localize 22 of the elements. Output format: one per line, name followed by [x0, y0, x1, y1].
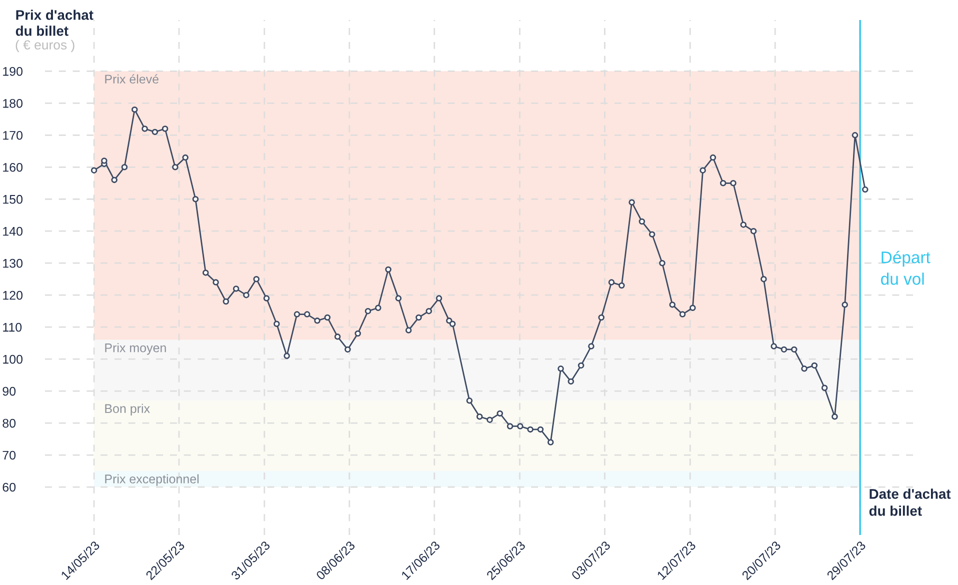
band-label: Prix moyen: [105, 343, 166, 355]
y-tick-label: 90: [2, 386, 16, 396]
y-tick-label: 60: [2, 482, 16, 492]
y-tick-label: 170: [3, 130, 23, 140]
y-tick-label: 190: [3, 66, 23, 76]
annotation: ( € euros ): [16, 40, 74, 52]
y-axis-title: Prix d'achat du billet: [16, 10, 94, 36]
y-tick-label: 70: [2, 450, 16, 460]
y-tick-label: 180: [3, 98, 23, 108]
y-tick-label: 110: [3, 322, 22, 332]
y-tick-label: 80: [2, 418, 16, 428]
y-tick-label: 150: [3, 194, 23, 204]
band-label: Prix élevé: [105, 74, 159, 84]
y-tick-label: 100: [3, 354, 23, 364]
y-tick-label: 140: [3, 226, 23, 236]
x-axis-title: Date d'achat du billet: [869, 488, 951, 516]
band-label: Prix exceptionnel: [105, 474, 199, 486]
y-tick-label: 160: [3, 162, 23, 172]
y-tick-label: 130: [3, 258, 23, 268]
band-label: Bon prix: [105, 404, 150, 416]
y-tick-label: 120: [3, 290, 23, 300]
ref-line-label: Départ du vol: [881, 250, 930, 285]
